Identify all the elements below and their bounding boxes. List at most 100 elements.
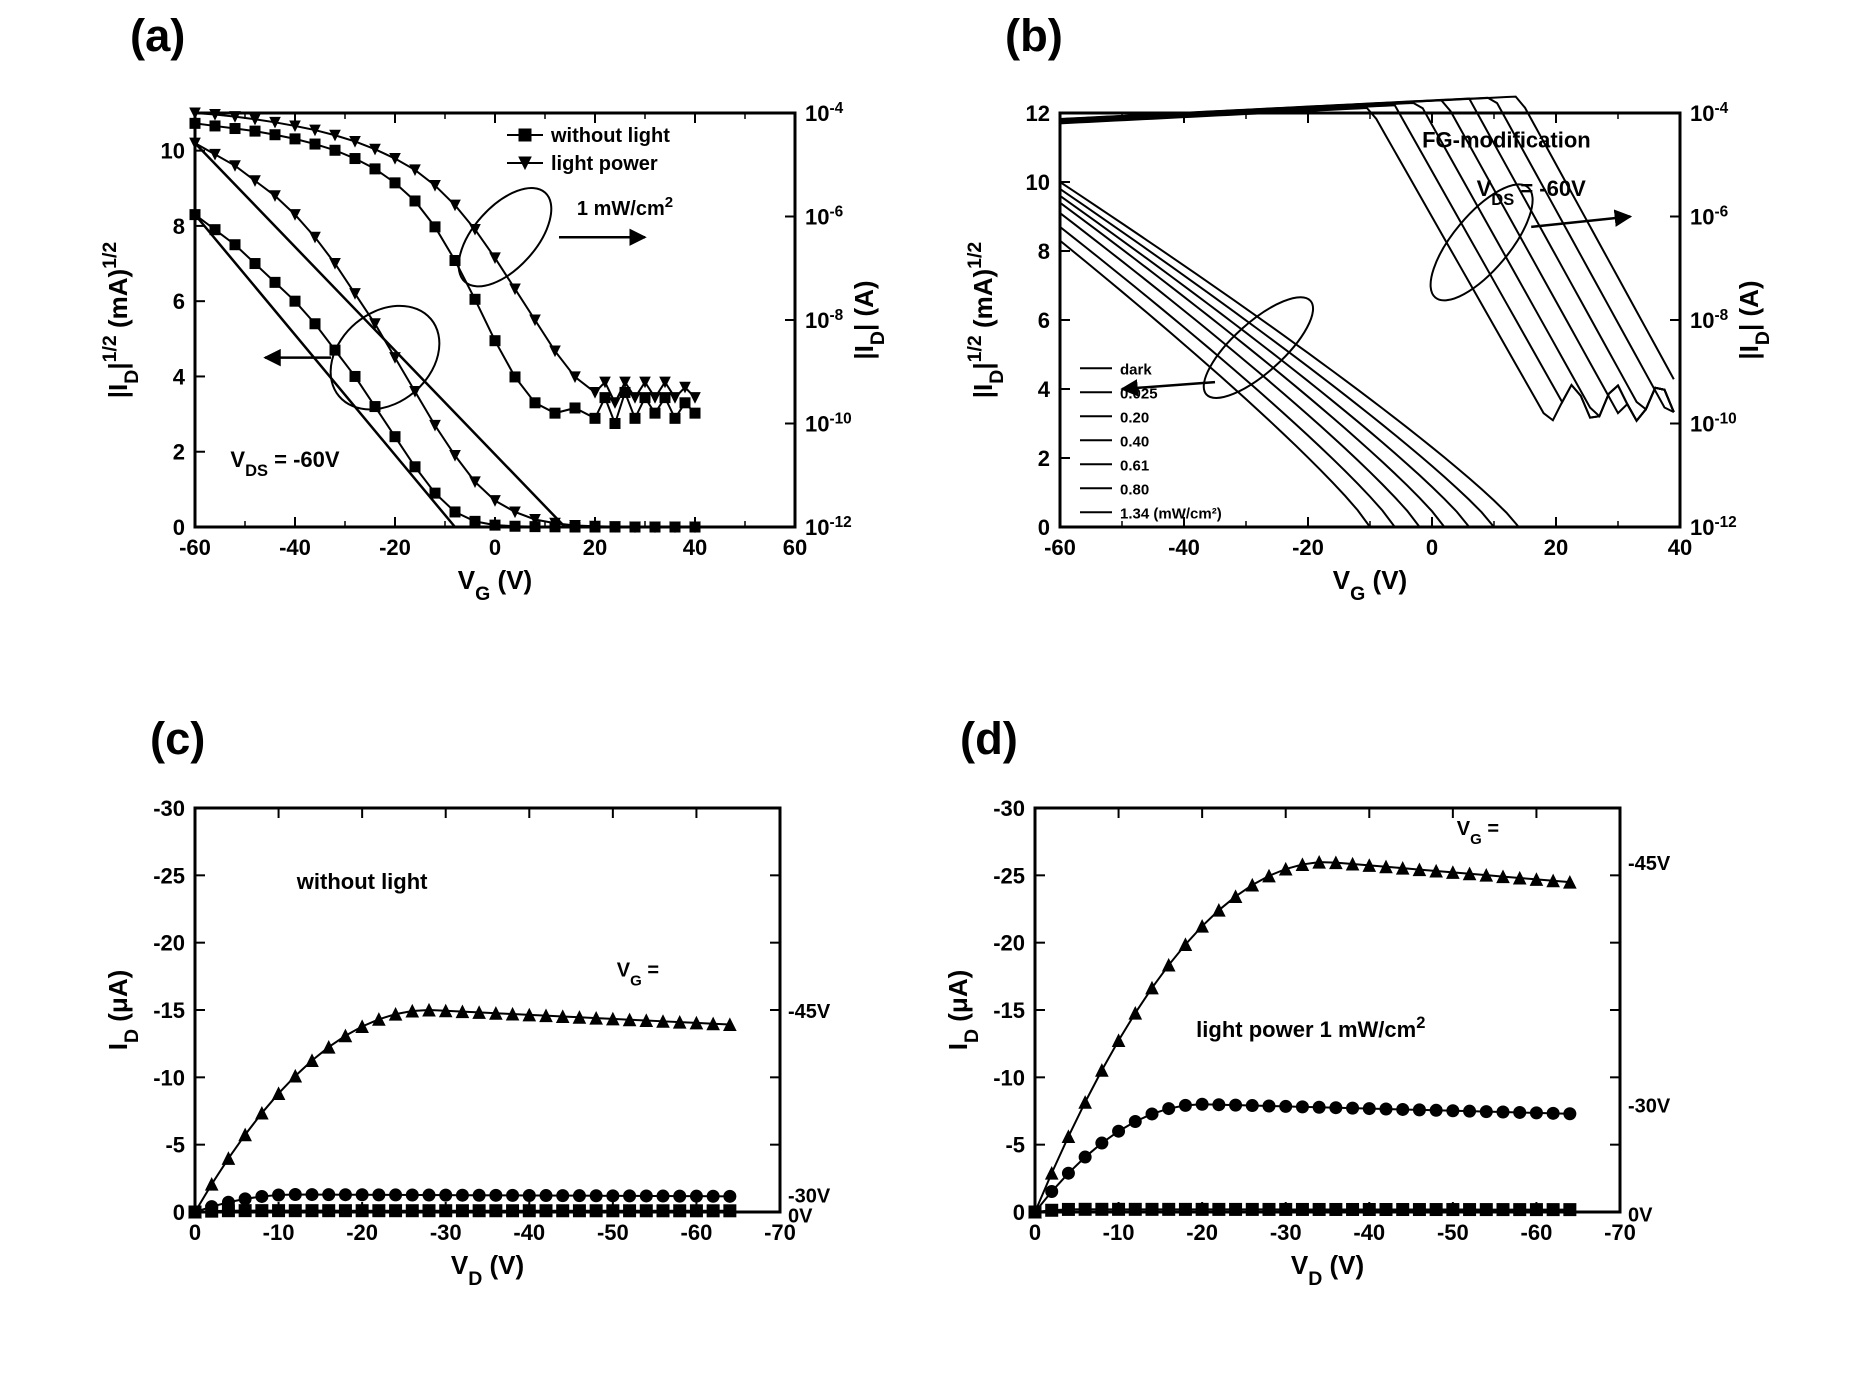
svg-text:10-12: 10-12 bbox=[805, 514, 852, 541]
svg-text:10-12: 10-12 bbox=[1690, 514, 1737, 541]
svg-text:0: 0 bbox=[489, 535, 501, 560]
panel-d-label: (d) bbox=[960, 713, 1018, 765]
svg-text:-30V: -30V bbox=[788, 1185, 831, 1207]
svg-text:10-4: 10-4 bbox=[1690, 100, 1729, 127]
svg-text:-30: -30 bbox=[430, 1220, 462, 1245]
svg-text:10-10: 10-10 bbox=[1690, 410, 1737, 437]
svg-text:-40: -40 bbox=[279, 535, 311, 560]
svg-text:-40: -40 bbox=[1353, 1220, 1385, 1245]
svg-text:20: 20 bbox=[583, 535, 607, 560]
svg-text:10-4: 10-4 bbox=[805, 100, 844, 127]
svg-text:-25: -25 bbox=[993, 863, 1025, 888]
svg-text:dark: dark bbox=[1120, 361, 1152, 378]
svg-text:|ID| (A): |ID| (A) bbox=[849, 280, 889, 359]
panel-b-label: (b) bbox=[1005, 10, 1063, 62]
svg-text:0.025: 0.025 bbox=[1120, 385, 1158, 402]
svg-text:-10: -10 bbox=[263, 1220, 295, 1245]
svg-text:2: 2 bbox=[1038, 446, 1050, 471]
svg-text:VG =: VG = bbox=[617, 959, 659, 989]
svg-text:0: 0 bbox=[1013, 1200, 1025, 1225]
svg-text:-5: -5 bbox=[1005, 1133, 1025, 1158]
svg-text:0.61: 0.61 bbox=[1120, 457, 1149, 474]
svg-text:4: 4 bbox=[173, 364, 186, 389]
svg-text:8: 8 bbox=[173, 214, 185, 239]
svg-text:ID (μA): ID (μA) bbox=[943, 970, 983, 1051]
svg-text:ID (μA): ID (μA) bbox=[103, 970, 143, 1051]
svg-text:6: 6 bbox=[1038, 308, 1050, 333]
svg-text:|ID|1/2 (mA)1/2: |ID|1/2 (mA)1/2 bbox=[100, 242, 143, 399]
svg-text:0: 0 bbox=[1426, 535, 1438, 560]
svg-text:-20: -20 bbox=[379, 535, 411, 560]
svg-text:10-6: 10-6 bbox=[1690, 203, 1728, 230]
svg-text:40: 40 bbox=[683, 535, 707, 560]
svg-text:-10: -10 bbox=[153, 1065, 185, 1090]
svg-text:0: 0 bbox=[1029, 1220, 1041, 1245]
svg-text:-40: -40 bbox=[513, 1220, 545, 1245]
svg-text:-25: -25 bbox=[153, 863, 185, 888]
svg-text:0.80: 0.80 bbox=[1120, 481, 1149, 498]
svg-text:-30: -30 bbox=[1270, 1220, 1302, 1245]
svg-text:|ID|1/2 (mA)1/2: |ID|1/2 (mA)1/2 bbox=[965, 242, 1008, 399]
svg-text:-50: -50 bbox=[597, 1220, 629, 1245]
panel-c-chart: 0-10-20-30-40-50-60-700-5-10-15-20-25-30… bbox=[100, 790, 860, 1290]
svg-text:60: 60 bbox=[783, 535, 807, 560]
svg-text:VDS = -60V: VDS = -60V bbox=[1477, 176, 1586, 209]
svg-text:-20: -20 bbox=[993, 931, 1025, 956]
svg-text:0: 0 bbox=[173, 515, 185, 540]
panel-c-label: (c) bbox=[150, 713, 205, 765]
svg-text:10: 10 bbox=[1026, 170, 1050, 195]
svg-text:VD (V): VD (V) bbox=[1291, 1250, 1364, 1290]
svg-text:light power 1 mW/cm2: light power 1 mW/cm2 bbox=[1196, 1014, 1425, 1042]
svg-text:0: 0 bbox=[173, 1200, 185, 1225]
svg-text:-20: -20 bbox=[1186, 1220, 1218, 1245]
svg-text:-20: -20 bbox=[153, 931, 185, 956]
svg-text:-50: -50 bbox=[1437, 1220, 1469, 1245]
svg-text:-10: -10 bbox=[1103, 1220, 1135, 1245]
svg-text:40: 40 bbox=[1668, 535, 1692, 560]
panel-a-label: (a) bbox=[130, 10, 185, 62]
svg-text:-30: -30 bbox=[153, 796, 185, 821]
svg-text:-45V: -45V bbox=[788, 1001, 831, 1023]
svg-text:-60: -60 bbox=[1521, 1220, 1553, 1245]
svg-text:2: 2 bbox=[173, 440, 185, 465]
svg-text:VD (V): VD (V) bbox=[451, 1250, 524, 1290]
svg-text:10-6: 10-6 bbox=[805, 203, 843, 230]
svg-text:8: 8 bbox=[1038, 239, 1050, 264]
svg-text:-15: -15 bbox=[153, 998, 185, 1023]
svg-text:-45V: -45V bbox=[1628, 853, 1671, 875]
svg-text:0V: 0V bbox=[1628, 1204, 1653, 1226]
svg-text:4: 4 bbox=[1038, 377, 1051, 402]
svg-text:-20: -20 bbox=[346, 1220, 378, 1245]
figure-root: (a)-60-40-200204060024681010-1210-1010-8… bbox=[0, 0, 1859, 1385]
svg-text:-15: -15 bbox=[993, 998, 1025, 1023]
svg-text:10-10: 10-10 bbox=[805, 410, 852, 437]
svg-text:0.40: 0.40 bbox=[1120, 433, 1149, 450]
svg-text:6: 6 bbox=[173, 289, 185, 314]
svg-text:0: 0 bbox=[189, 1220, 201, 1245]
panel-d-chart: 0-10-20-30-40-50-60-700-5-10-15-20-25-30… bbox=[940, 790, 1700, 1290]
svg-text:-60: -60 bbox=[681, 1220, 713, 1245]
svg-text:|ID| (A): |ID| (A) bbox=[1734, 280, 1774, 359]
svg-text:-30V: -30V bbox=[1628, 1095, 1671, 1117]
svg-text:FG-modification: FG-modification bbox=[1422, 128, 1591, 153]
svg-text:light power: light power bbox=[551, 153, 658, 175]
svg-text:0.20: 0.20 bbox=[1120, 409, 1149, 426]
svg-text:1.34 (mW/cm²): 1.34 (mW/cm²) bbox=[1120, 505, 1222, 522]
svg-text:-10: -10 bbox=[993, 1065, 1025, 1090]
svg-text:-20: -20 bbox=[1292, 535, 1324, 560]
svg-text:without light: without light bbox=[296, 869, 428, 894]
svg-text:20: 20 bbox=[1544, 535, 1568, 560]
svg-text:10: 10 bbox=[161, 139, 185, 164]
svg-text:VDS = -60V: VDS = -60V bbox=[230, 447, 339, 480]
svg-text:-30: -30 bbox=[993, 796, 1025, 821]
svg-text:0V: 0V bbox=[788, 1206, 813, 1228]
svg-text:VG =: VG = bbox=[1457, 818, 1499, 848]
svg-text:0: 0 bbox=[1038, 515, 1050, 540]
svg-text:VG (V): VG (V) bbox=[458, 565, 532, 605]
svg-text:-40: -40 bbox=[1168, 535, 1200, 560]
panel-b-chart: -60-40-200204002468101210-1210-1010-810-… bbox=[965, 95, 1775, 605]
svg-text:VG (V): VG (V) bbox=[1333, 565, 1407, 605]
svg-text:without light: without light bbox=[550, 125, 670, 147]
svg-text:10-8: 10-8 bbox=[805, 307, 844, 334]
svg-text:-5: -5 bbox=[165, 1133, 185, 1158]
